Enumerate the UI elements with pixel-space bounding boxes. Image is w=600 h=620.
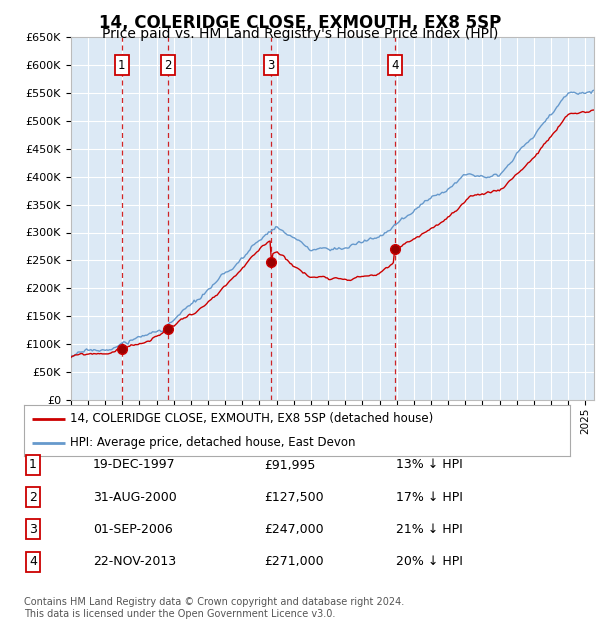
Text: 19-DEC-1997: 19-DEC-1997 bbox=[93, 459, 176, 471]
Text: Contains HM Land Registry data © Crown copyright and database right 2024.
This d: Contains HM Land Registry data © Crown c… bbox=[24, 597, 404, 619]
Text: 14, COLERIDGE CLOSE, EXMOUTH, EX8 5SP: 14, COLERIDGE CLOSE, EXMOUTH, EX8 5SP bbox=[99, 14, 501, 32]
Text: 31-AUG-2000: 31-AUG-2000 bbox=[93, 491, 177, 503]
Text: 2: 2 bbox=[164, 59, 172, 71]
Text: 13% ↓ HPI: 13% ↓ HPI bbox=[396, 459, 463, 471]
Text: 4: 4 bbox=[29, 556, 37, 568]
Text: 2: 2 bbox=[29, 491, 37, 503]
Text: 1: 1 bbox=[29, 459, 37, 471]
Text: £127,500: £127,500 bbox=[264, 491, 323, 503]
Text: 17% ↓ HPI: 17% ↓ HPI bbox=[396, 491, 463, 503]
Text: Price paid vs. HM Land Registry's House Price Index (HPI): Price paid vs. HM Land Registry's House … bbox=[102, 27, 498, 42]
Text: 01-SEP-2006: 01-SEP-2006 bbox=[93, 523, 173, 536]
Text: 1: 1 bbox=[118, 59, 125, 71]
Text: 20% ↓ HPI: 20% ↓ HPI bbox=[396, 556, 463, 568]
Text: £247,000: £247,000 bbox=[264, 523, 323, 536]
Text: 22-NOV-2013: 22-NOV-2013 bbox=[93, 556, 176, 568]
Text: 14, COLERIDGE CLOSE, EXMOUTH, EX8 5SP (detached house): 14, COLERIDGE CLOSE, EXMOUTH, EX8 5SP (d… bbox=[70, 412, 434, 425]
Text: 4: 4 bbox=[391, 59, 399, 71]
Text: £271,000: £271,000 bbox=[264, 556, 323, 568]
Text: 3: 3 bbox=[29, 523, 37, 536]
Text: HPI: Average price, detached house, East Devon: HPI: Average price, detached house, East… bbox=[70, 436, 356, 450]
Text: 3: 3 bbox=[268, 59, 275, 71]
Text: £91,995: £91,995 bbox=[264, 459, 316, 471]
Text: 21% ↓ HPI: 21% ↓ HPI bbox=[396, 523, 463, 536]
